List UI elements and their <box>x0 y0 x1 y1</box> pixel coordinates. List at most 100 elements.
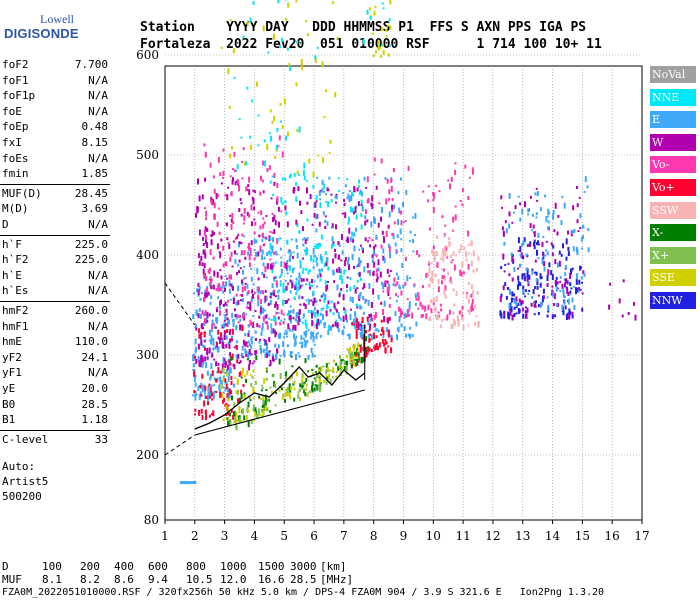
echo-point <box>287 283 289 285</box>
echo-point <box>303 338 305 340</box>
echo-point <box>287 313 289 316</box>
echo-point <box>209 348 211 354</box>
echo-point <box>356 215 358 220</box>
echo-point <box>396 251 398 253</box>
echo-point <box>422 191 424 193</box>
echo-point <box>349 358 351 361</box>
echo-point <box>249 320 251 326</box>
echo-point <box>193 363 195 367</box>
echo-point <box>362 347 364 351</box>
echo-point <box>263 25 265 31</box>
echo-point <box>310 300 312 302</box>
echo-point <box>211 384 213 387</box>
echo-point <box>410 231 412 234</box>
echo-point <box>231 224 233 230</box>
echo-point <box>204 332 206 338</box>
echo-point <box>236 253 238 255</box>
echo-point <box>319 191 321 196</box>
echo-point <box>328 300 330 304</box>
echo-point <box>434 255 436 261</box>
echo-point <box>446 315 448 321</box>
echo-point <box>205 235 207 240</box>
echo-point <box>305 358 307 363</box>
echo-point <box>339 355 341 359</box>
echo-point <box>315 385 317 387</box>
echo-point <box>367 263 369 268</box>
echo-point <box>236 272 238 275</box>
echo-point <box>526 313 528 319</box>
echo-point <box>231 313 233 318</box>
echo-point <box>281 387 283 390</box>
echo-point <box>334 249 336 252</box>
echo-point <box>368 330 370 332</box>
echo-point <box>533 232 535 234</box>
echo-point <box>226 278 228 280</box>
echo-point <box>236 345 238 350</box>
echo-point <box>547 283 549 287</box>
echo-point <box>422 285 424 288</box>
echo-point <box>306 187 308 193</box>
echo-point <box>397 219 399 225</box>
echo-point <box>215 348 217 350</box>
echo-point <box>368 339 370 343</box>
echo-point <box>511 291 513 296</box>
echo-point <box>400 229 402 235</box>
echo-point <box>391 233 393 236</box>
echo-point <box>210 249 212 255</box>
echo-point <box>361 191 363 196</box>
echo-point <box>257 144 259 146</box>
echo-point <box>381 159 383 164</box>
echo-point <box>323 211 325 215</box>
echo-point <box>204 207 206 209</box>
echo-point <box>247 21 249 25</box>
echo-point <box>433 207 435 213</box>
echo-point <box>212 410 214 416</box>
echo-point <box>238 185 240 191</box>
echo-point <box>381 282 383 286</box>
echo-point <box>298 322 300 325</box>
echo-point <box>311 369 313 371</box>
echo-point <box>202 415 204 420</box>
echo-point <box>305 335 307 338</box>
echo-point <box>275 354 277 360</box>
echo-point <box>442 257 444 262</box>
echo-point <box>445 295 447 299</box>
echo-point <box>510 311 512 316</box>
echo-point <box>305 378 307 382</box>
echo-point <box>232 221 234 224</box>
echo-point <box>395 293 397 296</box>
echo-point <box>230 419 232 425</box>
echo-point <box>300 210 302 214</box>
echo-point <box>474 322 476 326</box>
echo-point <box>332 259 334 264</box>
echo-point <box>432 299 434 302</box>
echo-point <box>573 305 575 310</box>
echo-point <box>577 203 579 207</box>
echo-point <box>278 334 280 339</box>
echo-point <box>574 229 576 233</box>
echo-point <box>547 226 549 229</box>
echo-point <box>195 328 197 331</box>
echo-point <box>297 253 299 259</box>
echo-point <box>315 214 317 219</box>
echo-point <box>273 173 275 178</box>
echo-point <box>277 295 279 300</box>
echo-point <box>453 251 455 254</box>
echo-point <box>286 393 288 396</box>
echo-point <box>327 189 329 191</box>
echo-point <box>536 188 538 190</box>
echo-point <box>536 253 538 255</box>
echo-point <box>216 317 218 323</box>
echo-point <box>466 295 468 299</box>
echo-point <box>393 283 395 286</box>
echo-point <box>254 292 256 294</box>
echo-point <box>261 328 263 332</box>
echo-point <box>280 280 282 282</box>
echo-point <box>204 230 206 236</box>
echo-point <box>254 239 256 244</box>
echo-point <box>383 238 385 243</box>
echo-point <box>571 298 573 303</box>
echo-point <box>552 291 554 297</box>
echo-point <box>214 189 216 194</box>
